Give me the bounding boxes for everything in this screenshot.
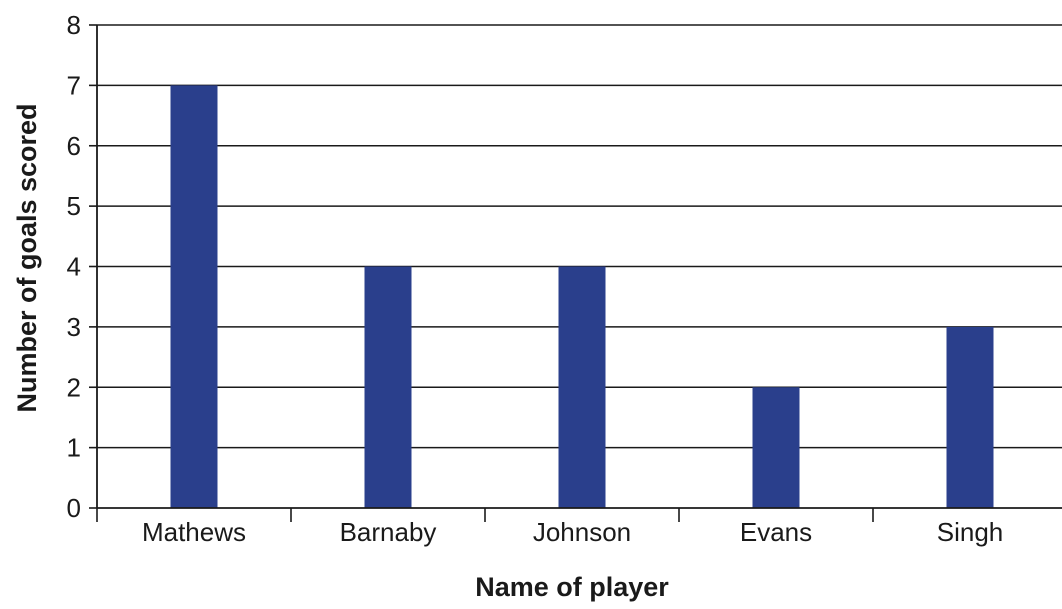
bar-singh bbox=[946, 326, 994, 508]
bar-evans bbox=[752, 387, 800, 508]
y-axis-title: Number of goals scored bbox=[12, 103, 42, 412]
y-tick-label: 8 bbox=[67, 10, 81, 40]
y-tick-label: 6 bbox=[67, 131, 81, 161]
y-tick-label: 1 bbox=[67, 433, 81, 463]
y-tick-label: 0 bbox=[67, 493, 81, 523]
x-axis-title: Name of player bbox=[475, 572, 669, 602]
x-tick-label: Singh bbox=[937, 517, 1004, 547]
bars bbox=[170, 85, 994, 508]
y-tick-label: 3 bbox=[67, 312, 81, 342]
bar-johnson bbox=[558, 266, 606, 508]
bar-mathews bbox=[170, 85, 218, 508]
x-tick-label: Barnaby bbox=[340, 517, 437, 547]
axes bbox=[89, 24, 1062, 522]
x-tick-label: Evans bbox=[740, 517, 812, 547]
x-tick-label: Mathews bbox=[142, 517, 246, 547]
y-tick-label: 7 bbox=[67, 70, 81, 100]
bar-barnaby bbox=[364, 266, 412, 508]
y-tick-label: 5 bbox=[67, 191, 81, 221]
x-tick-label: Johnson bbox=[533, 517, 631, 547]
tick-labels: 0 1 2 3 4 5 6 7 8 Mathews Barnaby Johnson Evans Singh bbox=[67, 10, 1004, 547]
y-tick-label: 2 bbox=[67, 372, 81, 402]
y-tick-label: 4 bbox=[67, 252, 81, 282]
